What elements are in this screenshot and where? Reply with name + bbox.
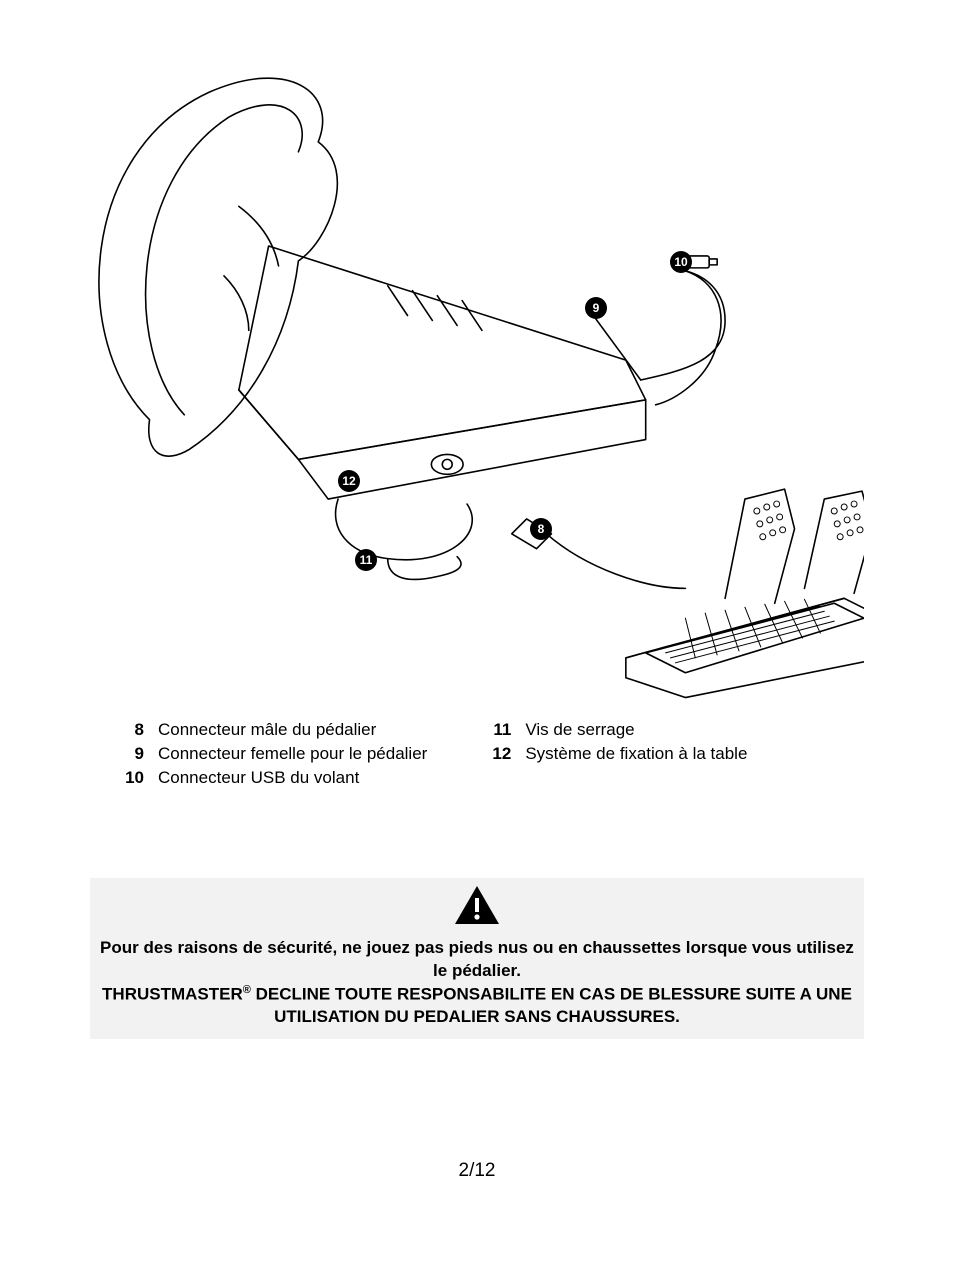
- legend-item: 11 Vis de serrage: [487, 720, 747, 740]
- callout-11: 11: [355, 549, 377, 571]
- product-diagram: 8 9 10 11 12: [90, 60, 864, 700]
- warning-line-2: THRUSTMASTER® DECLINE TOUTE RESPONSABILI…: [100, 983, 854, 1030]
- warning-icon: [453, 884, 501, 926]
- callout-12-num: 12: [342, 474, 355, 488]
- page: 8 9 10 11 12 8 Connecteur mâle du pédali…: [0, 0, 954, 1272]
- callout-10: 10: [670, 251, 692, 273]
- legend-num: 10: [120, 768, 144, 788]
- legend-col-right: 11 Vis de serrage 12 Système de fixation…: [487, 720, 747, 788]
- legend-col-left: 8 Connecteur mâle du pédalier 9 Connecte…: [120, 720, 427, 788]
- warning-disclaimer: DECLINE TOUTE RESPONSABILITE EN CAS DE B…: [251, 984, 852, 1026]
- legend-text: Système de fixation à la table: [525, 744, 747, 764]
- diagram-svg: [90, 60, 864, 700]
- legend-item: 12 Système de fixation à la table: [487, 744, 747, 764]
- legend-item: 9 Connecteur femelle pour le pédalier: [120, 744, 427, 764]
- callout-8: 8: [530, 518, 552, 540]
- warning-reg-mark: ®: [243, 984, 251, 996]
- legend-text: Connecteur mâle du pédalier: [158, 720, 376, 740]
- callout-9-num: 9: [593, 301, 600, 315]
- callout-8-num: 8: [538, 522, 545, 536]
- callout-9: 9: [585, 297, 607, 319]
- legend-text: Vis de serrage: [525, 720, 634, 740]
- legend-num: 12: [487, 744, 511, 764]
- callout-12: 12: [338, 470, 360, 492]
- page-number: 2/12: [0, 1160, 954, 1182]
- legend-item: 10 Connecteur USB du volant: [120, 768, 427, 788]
- callout-10-num: 10: [674, 255, 687, 269]
- warning-brand: THRUSTMASTER: [102, 984, 243, 1003]
- legend: 8 Connecteur mâle du pédalier 9 Connecte…: [90, 720, 864, 788]
- warning-line-1: Pour des raisons de sécurité, ne jouez p…: [100, 937, 854, 983]
- legend-num: 9: [120, 744, 144, 764]
- legend-num: 8: [120, 720, 144, 740]
- callout-11-num: 11: [360, 553, 373, 567]
- legend-text: Connecteur USB du volant: [158, 768, 359, 788]
- legend-text: Connecteur femelle pour le pédalier: [158, 744, 427, 764]
- legend-num: 11: [487, 720, 511, 740]
- legend-item: 8 Connecteur mâle du pédalier: [120, 720, 427, 740]
- safety-warning: Pour des raisons de sécurité, ne jouez p…: [90, 878, 864, 1039]
